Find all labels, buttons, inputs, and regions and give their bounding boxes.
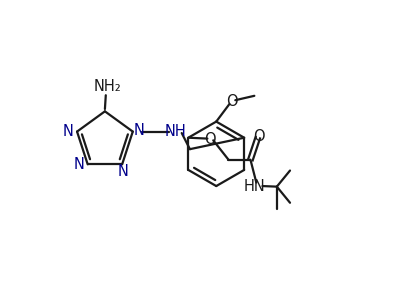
Text: N: N <box>117 164 128 179</box>
Text: O: O <box>227 93 238 109</box>
Text: N: N <box>133 124 144 139</box>
Text: NH: NH <box>164 124 186 139</box>
Text: NH₂: NH₂ <box>94 79 122 94</box>
Text: N: N <box>63 124 74 139</box>
Text: O: O <box>204 132 216 147</box>
Text: N: N <box>73 157 84 172</box>
Text: O: O <box>253 129 265 144</box>
Text: HN: HN <box>244 178 266 194</box>
